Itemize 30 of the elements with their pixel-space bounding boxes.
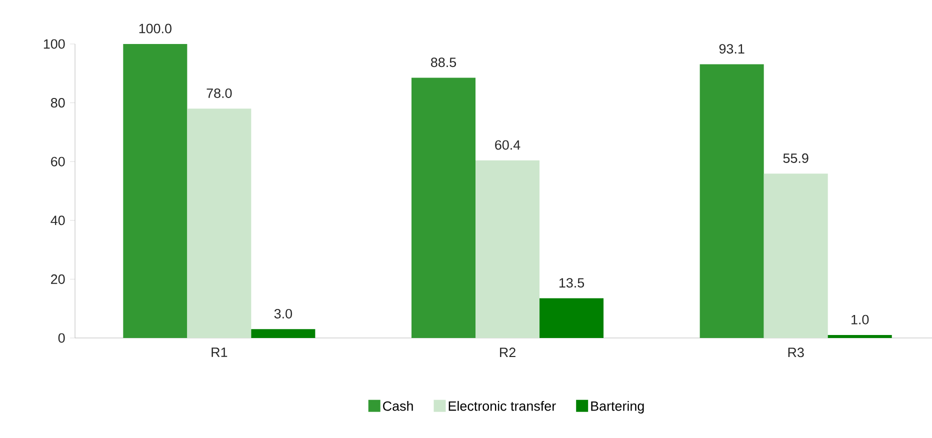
- data-label: 93.1: [719, 44, 744, 54]
- legend-label: Bartering: [591, 400, 644, 414]
- y-tick-label: 0: [58, 333, 65, 343]
- data-label: 13.5: [559, 278, 584, 288]
- bar: [700, 64, 764, 338]
- legend-label: Electronic transfer: [448, 400, 556, 411]
- data-label: 1.0: [852, 314, 869, 324]
- y-tick-label: 40: [50, 216, 65, 226]
- data-label: 88.5: [430, 58, 456, 68]
- data-label: 3.0: [274, 308, 292, 318]
- bar: [764, 174, 828, 338]
- y-tick-label: 80: [50, 98, 65, 108]
- legend-label: Cash: [383, 400, 413, 411]
- bar: [828, 335, 892, 338]
- bar: [411, 78, 476, 338]
- y-tick-label: 20: [51, 274, 65, 284]
- y-tick-label: 100: [44, 39, 65, 49]
- data-label: 100.0: [139, 24, 172, 34]
- data-label: 60.4: [495, 140, 520, 150]
- x-tick-label: R2: [500, 348, 516, 358]
- y-tick-label: 60: [51, 156, 65, 166]
- bar: [251, 329, 316, 338]
- bar: [540, 298, 604, 338]
- data-label: 55.9: [783, 153, 808, 163]
- bar: [187, 108, 252, 338]
- x-tick-label: R3: [788, 348, 804, 358]
- data-label: 78.0: [206, 88, 232, 98]
- bar: [123, 44, 188, 338]
- bar: [476, 160, 540, 338]
- x-tick-label: R1: [212, 348, 228, 357]
